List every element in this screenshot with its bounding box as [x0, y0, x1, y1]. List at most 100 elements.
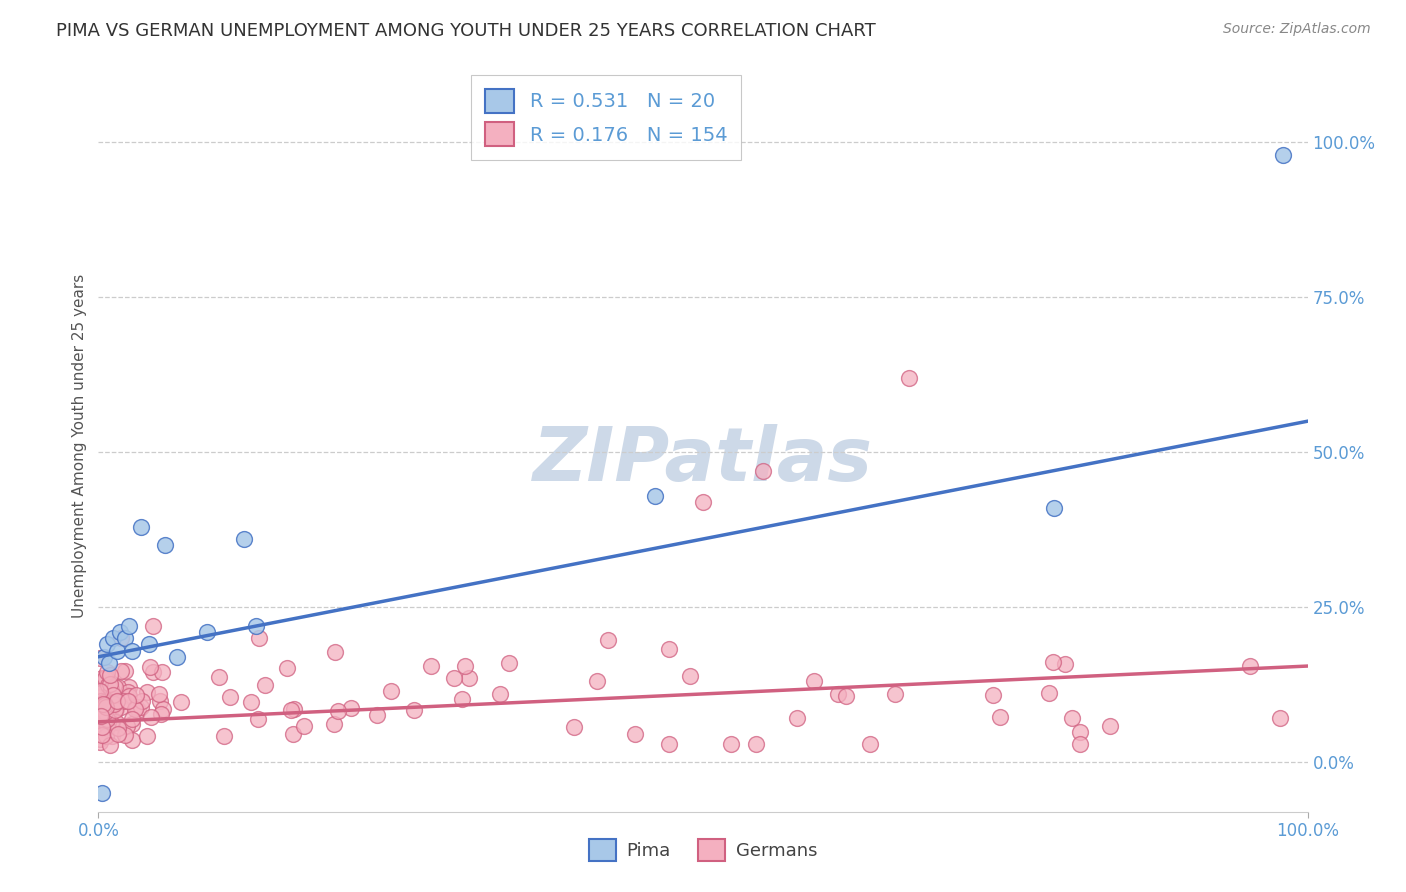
Point — [983, 688, 1005, 702]
Point — [124, 702, 146, 716]
Point — [803, 673, 825, 688]
Point — [1272, 147, 1295, 161]
Point — [114, 631, 136, 645]
Point — [658, 737, 681, 751]
Point — [280, 703, 302, 717]
Point — [115, 719, 138, 733]
Point — [988, 710, 1011, 724]
Point — [104, 702, 127, 716]
Point — [121, 732, 143, 747]
Point — [136, 684, 159, 698]
Point — [105, 643, 128, 657]
Point — [125, 688, 148, 702]
Point — [125, 699, 148, 714]
Point — [90, 686, 112, 700]
Point — [90, 728, 112, 742]
Point — [100, 694, 122, 708]
Point — [219, 690, 242, 704]
Point — [281, 727, 304, 741]
Point — [114, 728, 136, 742]
Point — [402, 703, 425, 717]
Point — [91, 676, 114, 690]
Point — [89, 650, 111, 665]
Point — [100, 681, 122, 696]
Point — [110, 664, 132, 678]
Point — [121, 712, 143, 726]
Point — [166, 649, 188, 664]
Point — [93, 649, 115, 664]
Point — [107, 727, 129, 741]
Point — [94, 701, 117, 715]
Point — [254, 678, 277, 692]
Point — [1270, 711, 1292, 725]
Point — [586, 674, 609, 689]
Point — [127, 703, 149, 717]
Point — [136, 729, 159, 743]
Point — [138, 660, 160, 674]
Point — [1038, 685, 1060, 699]
Point — [110, 631, 132, 645]
Point — [94, 699, 117, 714]
Point — [117, 685, 139, 699]
Point — [457, 671, 479, 685]
Point — [94, 706, 117, 720]
Point — [96, 695, 118, 709]
Point — [827, 687, 849, 701]
Point — [107, 680, 129, 694]
Point — [96, 720, 118, 734]
Point — [679, 669, 702, 683]
Point — [246, 712, 269, 726]
Point — [118, 689, 141, 703]
Point — [745, 737, 768, 751]
Point — [1042, 500, 1064, 515]
Point — [98, 738, 121, 752]
Point — [152, 665, 174, 679]
Point — [276, 661, 298, 675]
Point — [129, 699, 152, 714]
Point — [489, 687, 512, 701]
Point — [752, 464, 775, 478]
Point — [94, 709, 117, 723]
Point — [148, 693, 170, 707]
Point — [104, 680, 127, 694]
Point — [786, 711, 808, 725]
Text: Source: ZipAtlas.com: Source: ZipAtlas.com — [1223, 22, 1371, 37]
Point — [114, 688, 136, 702]
Point — [283, 702, 305, 716]
Point — [89, 731, 111, 746]
Point — [328, 704, 350, 718]
Point — [835, 689, 858, 703]
Point — [366, 707, 388, 722]
Point — [232, 532, 254, 546]
Point — [142, 619, 165, 633]
Point — [139, 710, 162, 724]
Point — [101, 688, 124, 702]
Point — [644, 489, 666, 503]
Point — [89, 709, 111, 723]
Point — [454, 659, 477, 673]
Point — [89, 735, 111, 749]
Point — [94, 705, 117, 719]
Point — [91, 786, 114, 800]
Point — [149, 706, 172, 721]
Point — [89, 708, 111, 723]
Point — [117, 694, 139, 708]
Point — [105, 694, 128, 708]
Point — [245, 619, 267, 633]
Point — [1053, 657, 1076, 672]
Point — [97, 678, 120, 692]
Point — [419, 658, 441, 673]
Point — [451, 692, 474, 706]
Point — [658, 642, 681, 657]
Point — [96, 665, 118, 680]
Point — [340, 701, 363, 715]
Point — [562, 720, 585, 734]
Point — [94, 671, 117, 685]
Point — [104, 714, 127, 729]
Point — [90, 690, 112, 705]
Point — [247, 631, 270, 645]
Point — [118, 680, 141, 694]
Point — [100, 703, 122, 717]
Point — [103, 692, 125, 706]
Point — [89, 704, 111, 718]
